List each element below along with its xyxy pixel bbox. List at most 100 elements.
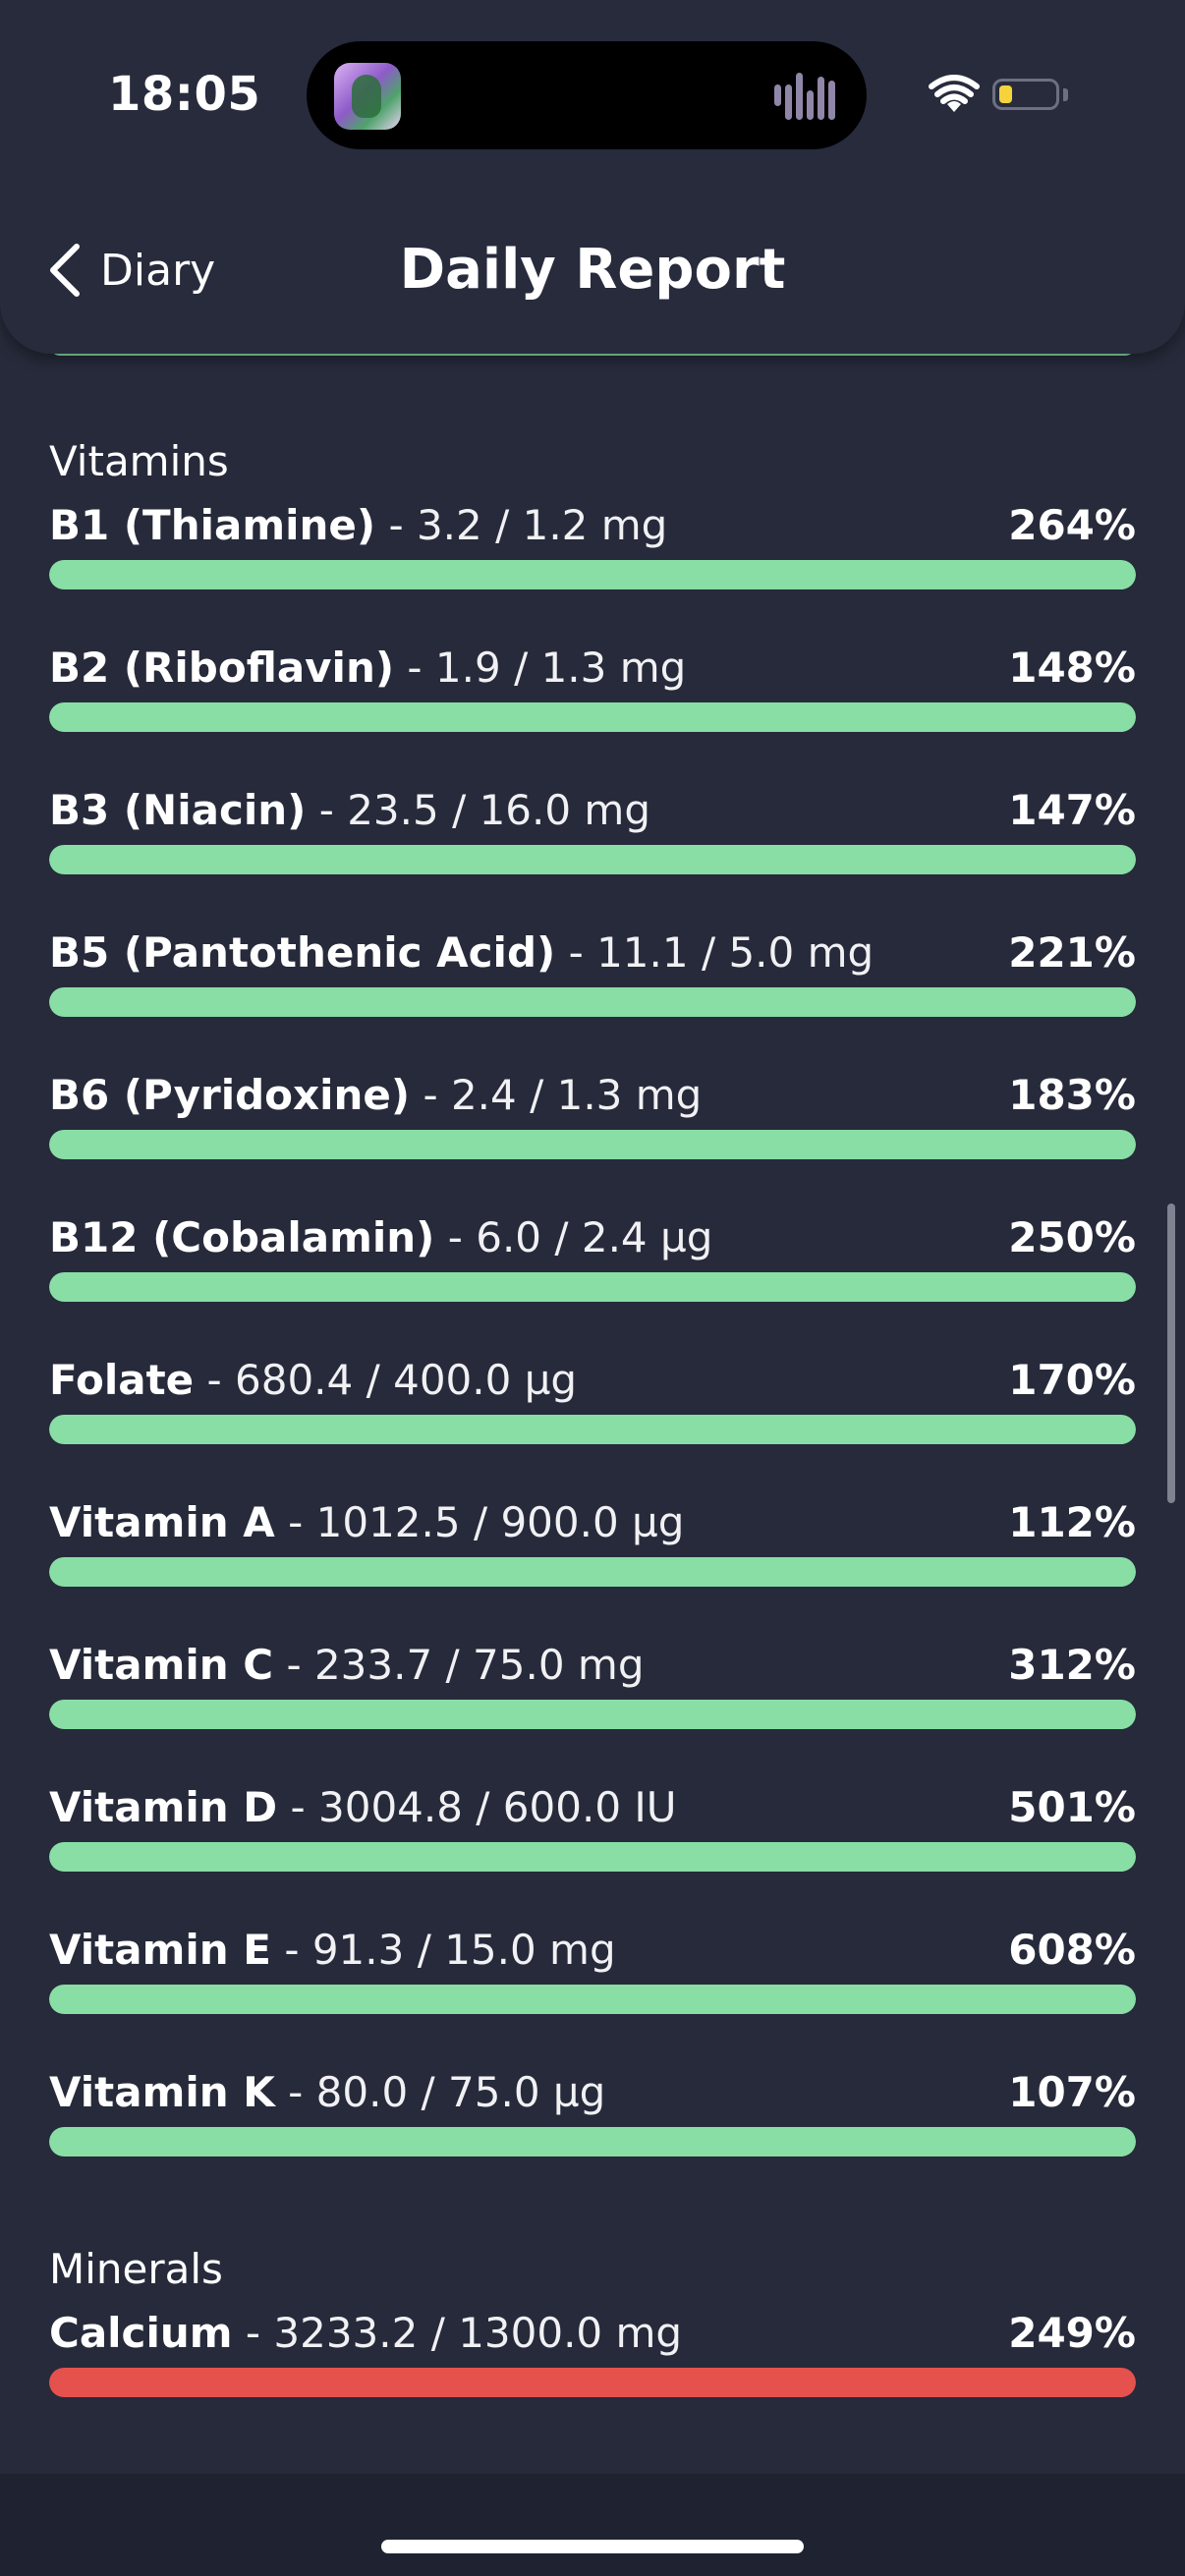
nutrient-item: Vitamin K - 80.0 / 75.0 µg 107% <box>49 2058 1136 2201</box>
nutrient-name: Vitamin D <box>49 1783 278 1831</box>
nutrient-row: Calcium - 3233.2 / 1300.0 mg 249% <box>49 2299 1136 2368</box>
nutrient-item: B12 (Cobalamin) - 6.0 / 2.4 µg 250% <box>49 1204 1136 1346</box>
nutrient-percent: 221% <box>1008 928 1136 977</box>
chevron-left-icon <box>50 244 80 297</box>
progress-bar <box>49 702 1136 732</box>
nutrient-list[interactable]: Vitamins B1 (Thiamine) - 3.2 / 1.2 mg 264… <box>49 432 1136 2441</box>
nutrient-label: Calcium - 3233.2 / 1300.0 mg <box>49 2299 682 2368</box>
nutrient-name: B12 (Cobalamin) <box>49 1213 435 1261</box>
nutrient-percent: 148% <box>1008 644 1136 692</box>
nutrient-label: Vitamin C - 233.7 / 75.0 mg <box>49 1631 644 1700</box>
progress-bar-fill <box>49 1557 1136 1587</box>
nutrient-name: Vitamin A <box>49 1498 275 1546</box>
nutrient-item: Vitamin A - 1012.5 / 900.0 µg 112% <box>49 1488 1136 1631</box>
nutrient-row: B2 (Riboflavin) - 1.9 / 1.3 mg 148% <box>49 634 1136 702</box>
nutrient-row: Vitamin C - 233.7 / 75.0 mg 312% <box>49 1631 1136 1700</box>
nutrient-amount: - 680.4 / 400.0 µg <box>194 1356 578 1404</box>
nutrient-item: B6 (Pyridoxine) - 2.4 / 1.3 mg 183% <box>49 1061 1136 1204</box>
progress-bar-fill <box>49 1700 1136 1729</box>
nutrient-name: Vitamin K <box>49 2068 275 2116</box>
nutrient-item: Folate - 680.4 / 400.0 µg 170% <box>49 1346 1136 1488</box>
progress-bar-fill <box>49 1842 1136 1872</box>
nutrient-amount: - 3.2 / 1.2 mg <box>375 501 668 549</box>
section-title: Minerals <box>49 2245 223 2293</box>
nutrient-row: B5 (Pantothenic Acid) - 11.1 / 5.0 mg 221… <box>49 919 1136 987</box>
battery-nub <box>1063 88 1068 101</box>
nutrient-name: Vitamin E <box>49 1926 271 1974</box>
nutrient-item: Vitamin D - 3004.8 / 600.0 IU 501% <box>49 1773 1136 1916</box>
nutrient-item: B1 (Thiamine) - 3.2 / 1.2 mg 264% <box>49 491 1136 634</box>
nutrient-percent: 170% <box>1008 1356 1136 1404</box>
now-playing-app-icon[interactable] <box>334 63 401 130</box>
nutrient-row: Vitamin E - 91.3 / 15.0 mg 608% <box>49 1916 1136 1985</box>
progress-bar <box>49 845 1136 874</box>
progress-bar <box>49 1842 1136 1872</box>
nutrient-label: B2 (Riboflavin) - 1.9 / 1.3 mg <box>49 634 686 702</box>
progress-bar <box>49 1130 1136 1159</box>
nutrient-label: B12 (Cobalamin) - 6.0 / 2.4 µg <box>49 1204 712 1272</box>
page-title: Daily Report <box>399 238 786 302</box>
scroll-indicator[interactable] <box>1167 1204 1175 1503</box>
nutrient-item: B3 (Niacin) - 23.5 / 16.0 mg 147% <box>49 776 1136 919</box>
nutrient-name: B6 (Pyridoxine) <box>49 1071 411 1119</box>
nutrient-label: Folate - 680.4 / 400.0 µg <box>49 1346 577 1415</box>
progress-bar <box>49 1415 1136 1444</box>
wifi-icon <box>929 75 980 112</box>
progress-bar-fill <box>49 1415 1136 1444</box>
progress-bar <box>49 2368 1136 2397</box>
nutrient-percent: 312% <box>1008 1641 1136 1689</box>
nutrient-amount: - 91.3 / 15.0 mg <box>270 1926 616 1974</box>
progress-bar <box>49 1700 1136 1729</box>
status-time: 18:05 <box>108 67 261 122</box>
nutrient-label: B3 (Niacin) - 23.5 / 16.0 mg <box>49 776 650 845</box>
nutrient-label: B5 (Pantothenic Acid) - 11.1 / 5.0 mg <box>49 919 874 987</box>
progress-bar <box>49 1272 1136 1302</box>
progress-bar-fill <box>49 1130 1136 1159</box>
nutrient-item: Vitamin C - 233.7 / 75.0 mg 312% <box>49 1631 1136 1773</box>
home-indicator[interactable] <box>381 2540 804 2553</box>
progress-bar-fill <box>49 845 1136 874</box>
nutrient-percent: 147% <box>1008 786 1136 834</box>
nutrient-amount: - 80.0 / 75.0 µg <box>274 2068 606 2116</box>
nutrient-label: Vitamin K - 80.0 / 75.0 µg <box>49 2058 605 2127</box>
nutrient-name: B5 (Pantothenic Acid) <box>49 928 556 977</box>
back-button[interactable]: Diary <box>47 236 215 305</box>
section-minerals: Minerals Calcium - 3233.2 / 1300.0 mg 249… <box>49 2240 1136 2441</box>
nutrient-percent: 250% <box>1008 1213 1136 1261</box>
nutrient-label: Vitamin A - 1012.5 / 900.0 µg <box>49 1488 684 1557</box>
nutrient-item: Calcium - 3233.2 / 1300.0 mg 249% <box>49 2299 1136 2441</box>
nutrient-name: B2 (Riboflavin) <box>49 644 395 692</box>
progress-bar <box>49 560 1136 589</box>
progress-bar-fill <box>49 987 1136 1017</box>
progress-bar <box>49 1557 1136 1587</box>
nutrient-name: Folate <box>49 1356 195 1404</box>
progress-bar <box>49 987 1136 1017</box>
nutrient-name: Calcium <box>49 2309 233 2357</box>
nutrient-percent: 608% <box>1008 1926 1136 1974</box>
nutrient-row: B3 (Niacin) - 23.5 / 16.0 mg 147% <box>49 776 1136 845</box>
nutrient-name: B3 (Niacin) <box>49 786 307 834</box>
nutrient-item: B5 (Pantothenic Acid) - 11.1 / 5.0 mg 221… <box>49 919 1136 1061</box>
nutrient-item: Vitamin E - 91.3 / 15.0 mg 608% <box>49 1916 1136 2058</box>
nutrient-amount: - 3004.8 / 600.0 IU <box>277 1783 677 1831</box>
audio-waveform-icon <box>774 71 839 120</box>
nutrient-amount: - 11.1 / 5.0 mg <box>555 928 875 977</box>
nutrient-percent: 183% <box>1008 1071 1136 1119</box>
nutrient-percent: 501% <box>1008 1783 1136 1831</box>
progress-bar-fill <box>49 2127 1136 2156</box>
nutrient-amount: - 2.4 / 1.3 mg <box>410 1071 703 1119</box>
bottom-safe-area <box>0 2474 1185 2576</box>
nutrient-amount: - 233.7 / 75.0 mg <box>273 1641 645 1689</box>
nutrient-label: Vitamin E - 91.3 / 15.0 mg <box>49 1916 616 1985</box>
nutrient-amount: - 1012.5 / 900.0 µg <box>274 1498 685 1546</box>
nutrient-name: Vitamin C <box>49 1641 274 1689</box>
battery-icon <box>992 79 1059 110</box>
dynamic-island[interactable] <box>307 41 867 149</box>
section-title: Vitamins <box>49 437 229 485</box>
section-vitamins: Vitamins B1 (Thiamine) - 3.2 / 1.2 mg 264… <box>49 432 1136 2201</box>
status-bar: 18:05 <box>0 0 1185 196</box>
nutrient-label: B1 (Thiamine) - 3.2 / 1.2 mg <box>49 491 667 560</box>
nutrient-amount: - 23.5 / 16.0 mg <box>306 786 651 834</box>
nutrient-row: B12 (Cobalamin) - 6.0 / 2.4 µg 250% <box>49 1204 1136 1272</box>
nutrient-amount: - 1.9 / 1.3 mg <box>394 644 687 692</box>
